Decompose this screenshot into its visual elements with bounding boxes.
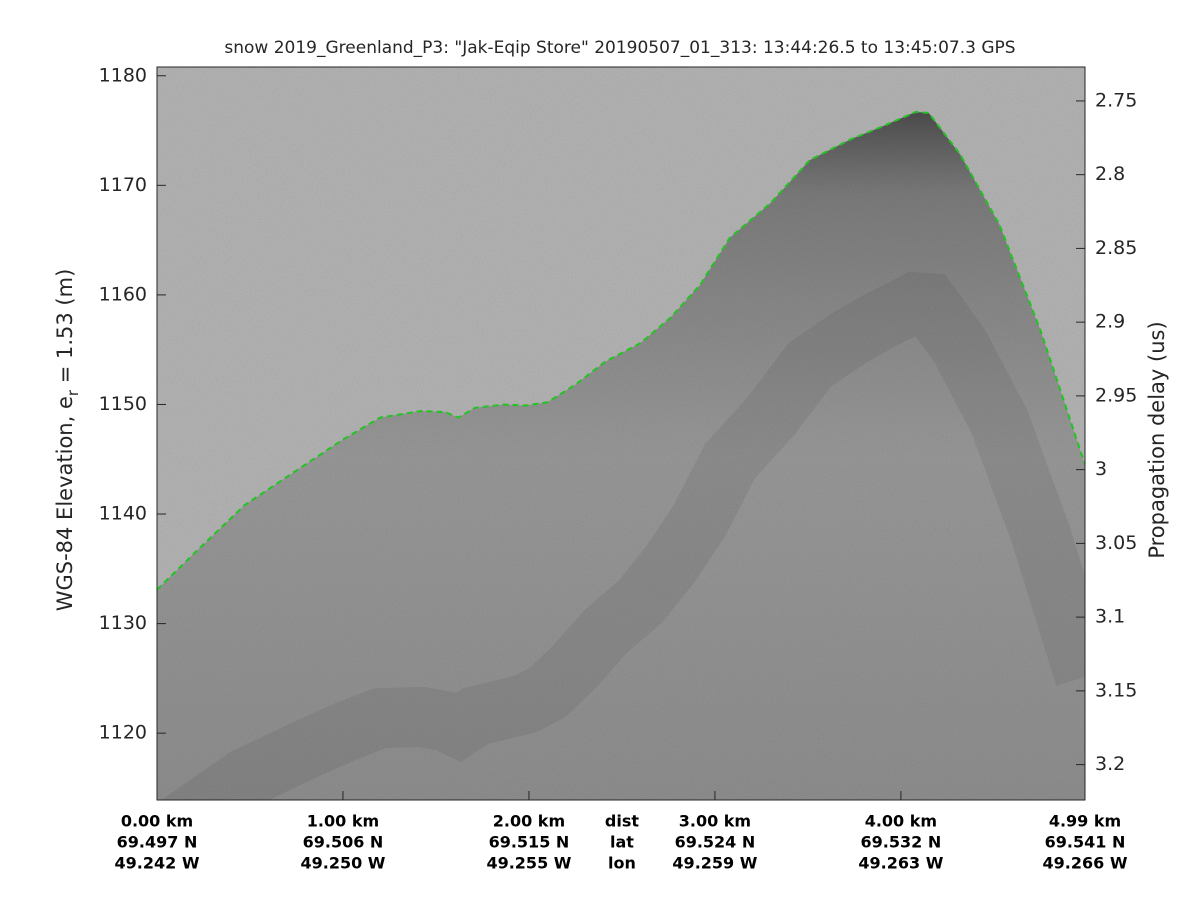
radar-noise	[157, 67, 1085, 800]
y2-tick-label: 3.15	[1095, 679, 1137, 701]
x-row-name: lat	[610, 833, 634, 852]
y-label-main: WGS-84 Elevation, e	[53, 396, 77, 611]
y-tick-label: 1160	[99, 283, 147, 305]
y2-tick-label: 2.85	[1095, 237, 1137, 259]
x-tick-lat: 69.497 N	[117, 833, 198, 852]
y2-tick-label: 3.05	[1095, 532, 1137, 554]
x-tick-lat: 69.524 N	[675, 833, 756, 852]
chart-title: snow 2019_Greenland_P3: "Jak-Eqip Store"…	[224, 38, 1015, 58]
y2-tick-label: 2.95	[1095, 384, 1137, 406]
y-tick-label: 1130	[99, 612, 147, 634]
y2-tick-label: 2.8	[1095, 163, 1125, 185]
x-row-name: lon	[608, 854, 636, 873]
plot-frame	[156, 66, 1086, 801]
x-tick-lon: 49.250 W	[300, 854, 385, 873]
x-tick-label: 0.00 km	[121, 812, 193, 831]
x-tick-lon: 49.266 W	[1043, 854, 1128, 873]
x-tick-lat: 69.506 N	[303, 833, 384, 852]
x-tick-label: 3.00 km	[679, 812, 751, 831]
y2-tick-label: 3.1	[1095, 606, 1125, 628]
y2-tick-label: 2.75	[1095, 89, 1137, 111]
x-tick-lon: 49.263 W	[858, 854, 943, 873]
x-row-name: dist	[605, 812, 639, 831]
y2-axis-label: Propagation delay (us)	[1145, 321, 1169, 558]
y-axis-label: WGS-84 Elevation, er = 1.53 (m)	[53, 269, 82, 612]
x-tick-lon: 49.255 W	[486, 854, 571, 873]
y-label-rest: = 1.53 (m)	[53, 269, 77, 390]
y2-tick-label: 3	[1095, 458, 1107, 480]
x-tick-label: 4.00 km	[865, 812, 937, 831]
y-tick-label: 1120	[99, 722, 147, 744]
x-tick-lon: 49.242 W	[115, 854, 200, 873]
x-tick-lat: 69.515 N	[489, 833, 570, 852]
x-tick-label: 1.00 km	[307, 812, 379, 831]
y2-tick-label: 2.9	[1095, 311, 1125, 333]
y-tick-label: 1150	[99, 393, 147, 415]
x-tick-label: 2.00 km	[493, 812, 565, 831]
x-tick-lat: 69.532 N	[861, 833, 942, 852]
x-tick-lon: 49.259 W	[672, 854, 757, 873]
y-tick-label: 1180	[99, 64, 147, 86]
x-tick-label: 4.99 km	[1049, 812, 1121, 831]
y-label-sub: r	[64, 389, 82, 396]
y-tick-label: 1170	[99, 174, 147, 196]
y-tick-label: 1140	[99, 503, 147, 525]
x-tick-lat: 69.541 N	[1045, 833, 1126, 852]
y2-tick-label: 3.2	[1095, 753, 1125, 775]
